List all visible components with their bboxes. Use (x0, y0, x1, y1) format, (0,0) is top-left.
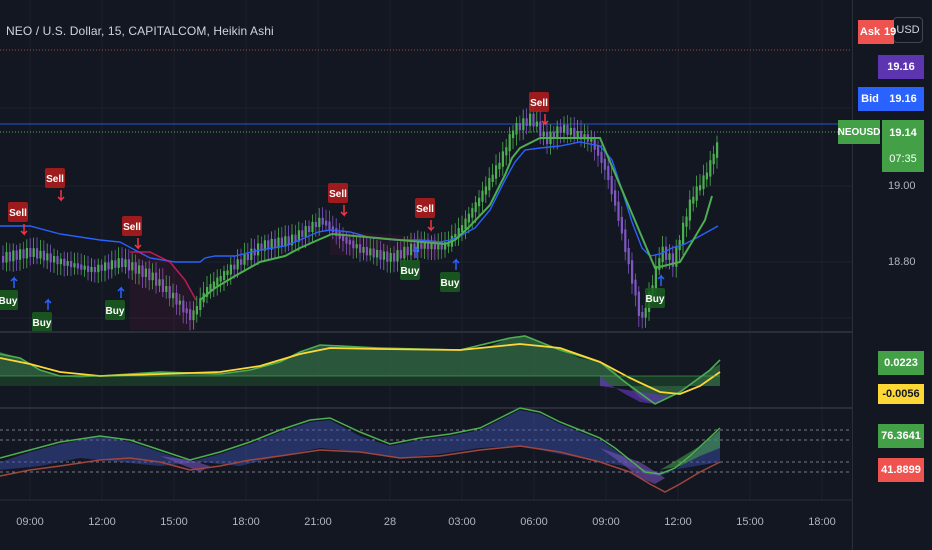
time-axis-tick: 03:00 (448, 516, 476, 528)
chart-canvas[interactable]: Sell Sell Sell Sell Sell Sell Buy Buy Buy Buy Buy B… (0, 0, 852, 550)
bear-trail-fill (130, 252, 196, 330)
trend-line (0, 141, 719, 263)
sell-signal: Sell (8, 202, 28, 236)
time-axis-tick: 15:00 (160, 516, 188, 528)
time-axis-tick: 12:00 (88, 516, 116, 528)
signal-label: Sell (530, 98, 548, 109)
symbol-label: NEOUSD (838, 120, 880, 144)
time-axis-tick: 12:00 (664, 516, 692, 528)
sell-signal: Sell (328, 183, 348, 217)
time-axis-tick: 06:00 (520, 516, 548, 528)
signal-label: Buy (441, 278, 460, 289)
signal-label: Buy (0, 296, 18, 307)
price-scale[interactable] (852, 0, 932, 550)
osc1-value-b: -0.0056 (878, 384, 924, 404)
buy-signal: Buy (0, 276, 18, 310)
last-price-value: 19.14 (882, 120, 924, 146)
signal-label: Sell (9, 208, 27, 219)
osc2-value-b: 41.8899 (878, 458, 924, 482)
buy-signal: Buy (645, 274, 665, 308)
sell-signal: Sell (415, 198, 435, 232)
oscillator-2 (0, 407, 852, 493)
sell-signal: Sell (529, 92, 549, 126)
buy-signal: Buy (105, 286, 125, 320)
bar-countdown: 07:35 (882, 146, 924, 172)
price-axis-tick: 18.80 (888, 256, 916, 268)
sell-signal: Sell (122, 216, 142, 250)
supertrend-line (199, 137, 713, 301)
bid-value: 19.16 (882, 87, 924, 111)
ask-value: 19 (882, 20, 896, 44)
signal-label: Buy (106, 306, 125, 317)
candles (2, 102, 719, 331)
osc1-value-a: 0.0223 (878, 351, 924, 375)
sell-signal: Sell (45, 168, 65, 202)
osc2-value-a: 76.3641 (878, 424, 924, 448)
signal-label: Sell (416, 204, 434, 215)
oscillator-1 (0, 335, 721, 405)
time-axis-tick: 18:00 (232, 516, 260, 528)
bid-label: Bid (858, 87, 882, 111)
bear-trail-line (130, 251, 197, 301)
signal-label: Sell (46, 174, 64, 185)
symbol-title[interactable]: NEO / U.S. Dollar, 15, CAPITALCOM, Heiki… (6, 24, 274, 38)
time-axis-tick: 18:00 (808, 516, 836, 528)
signal-label: Buy (33, 318, 52, 329)
time-axis-tick: 09:00 (16, 516, 44, 528)
signal-label: Sell (329, 189, 347, 200)
buy-signal: Buy (32, 298, 52, 332)
time-axis-tick: 09:00 (592, 516, 620, 528)
time-axis-tick: 28 (383, 516, 397, 528)
time-axis-tick: 15:00 (736, 516, 764, 528)
signal-label: Buy (646, 294, 665, 305)
bear-trail-fill-2 (330, 230, 440, 258)
signal-label: Sell (123, 222, 141, 233)
currency-button[interactable]: USD (893, 17, 923, 43)
signals: Sell Sell Sell Sell Sell Sell Buy Buy Buy Buy Buy B… (0, 92, 665, 332)
time-axis-tick: 21:00 (304, 516, 332, 528)
buy-signal: Buy (440, 258, 460, 292)
mid-value: 19.16 (878, 55, 924, 79)
price-axis-tick: 19.00 (888, 180, 916, 192)
ask-label: Ask (858, 20, 882, 44)
signal-label: Buy (401, 266, 420, 277)
buy-signal: Buy (400, 246, 420, 280)
